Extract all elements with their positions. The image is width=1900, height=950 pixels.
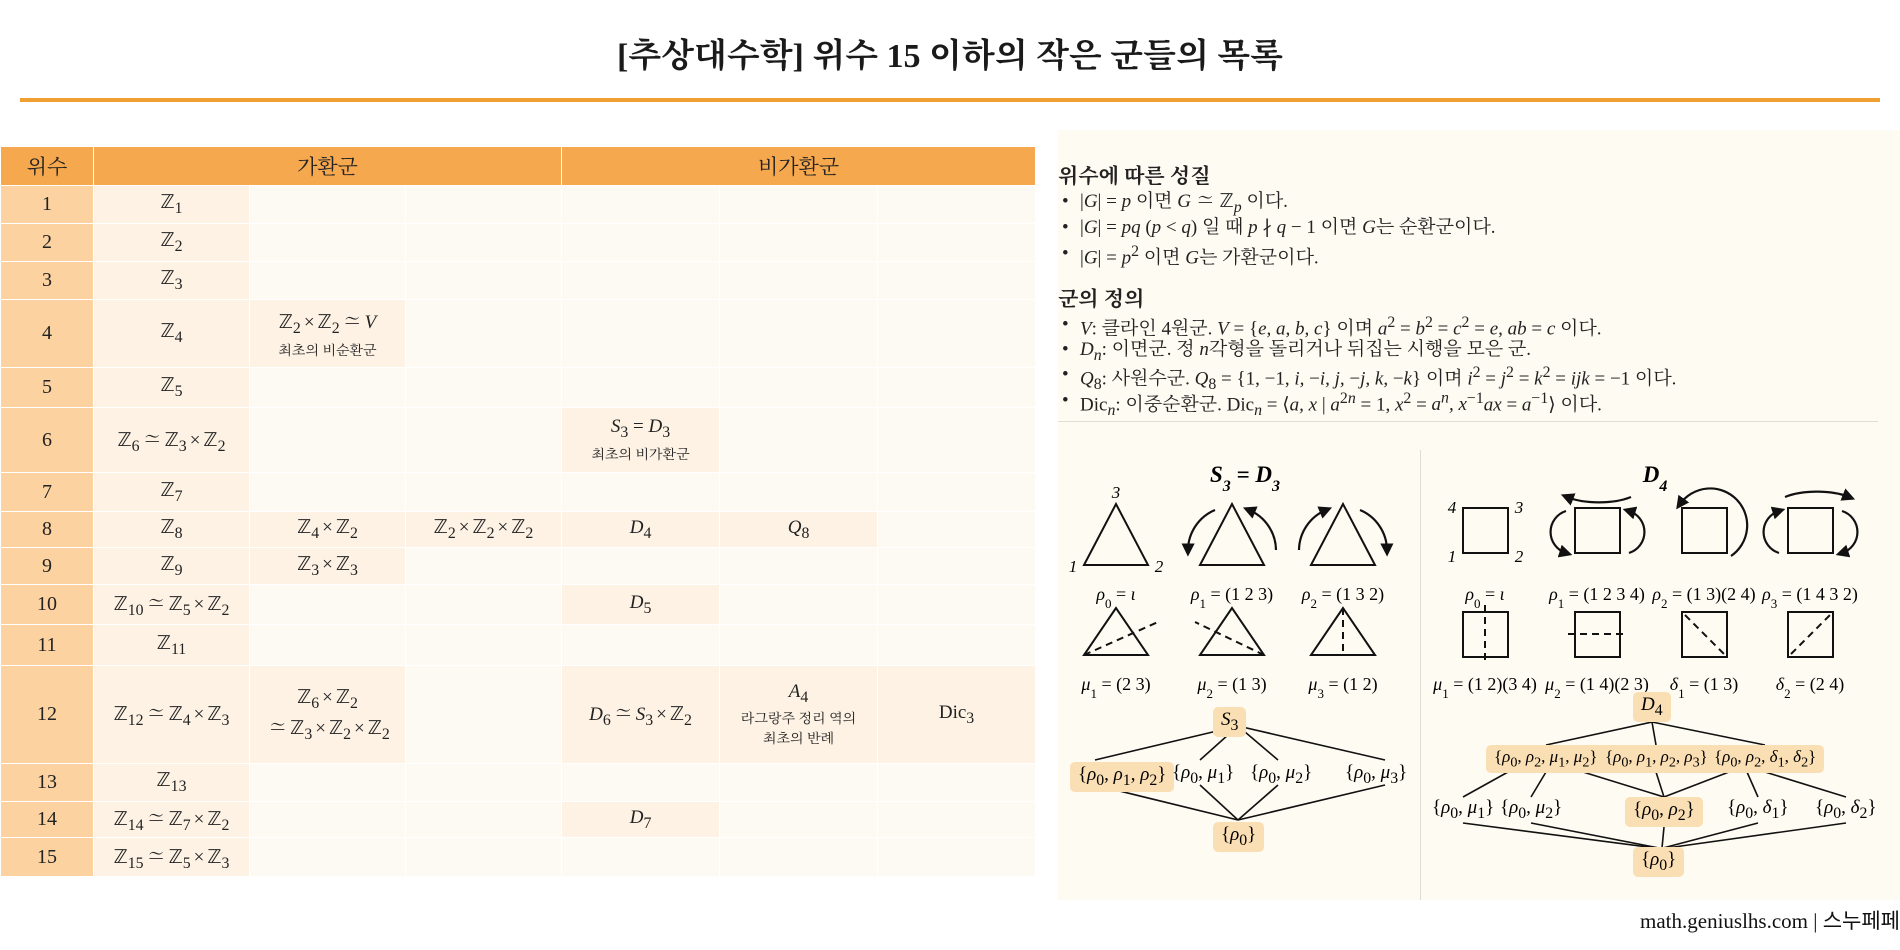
svg-text:ρ1 = (1 2 3 4): ρ1 = (1 2 3 4) (1548, 584, 1645, 611)
svg-text:4: 4 (1448, 498, 1457, 517)
svg-text:δ1 = (1 3): δ1 = (1 3) (1670, 674, 1739, 701)
svg-text:1: 1 (1448, 547, 1457, 566)
svg-text:μ1 = (1 2)(3 4): μ1 = (1 2)(3 4) (1432, 674, 1537, 701)
svg-text:3: 3 (1514, 498, 1524, 517)
svg-text:ρ2 = (1 3)(2 4): ρ2 = (1 3)(2 4) (1651, 584, 1755, 611)
svg-text:δ2 = (2 4): δ2 = (2 4) (1776, 674, 1845, 701)
svg-text:2: 2 (1515, 547, 1524, 566)
svg-text:D4: D4 (1642, 462, 1668, 495)
svg-text:ρ3 = (1 4 3 2): ρ3 = (1 4 3 2) (1761, 584, 1858, 611)
